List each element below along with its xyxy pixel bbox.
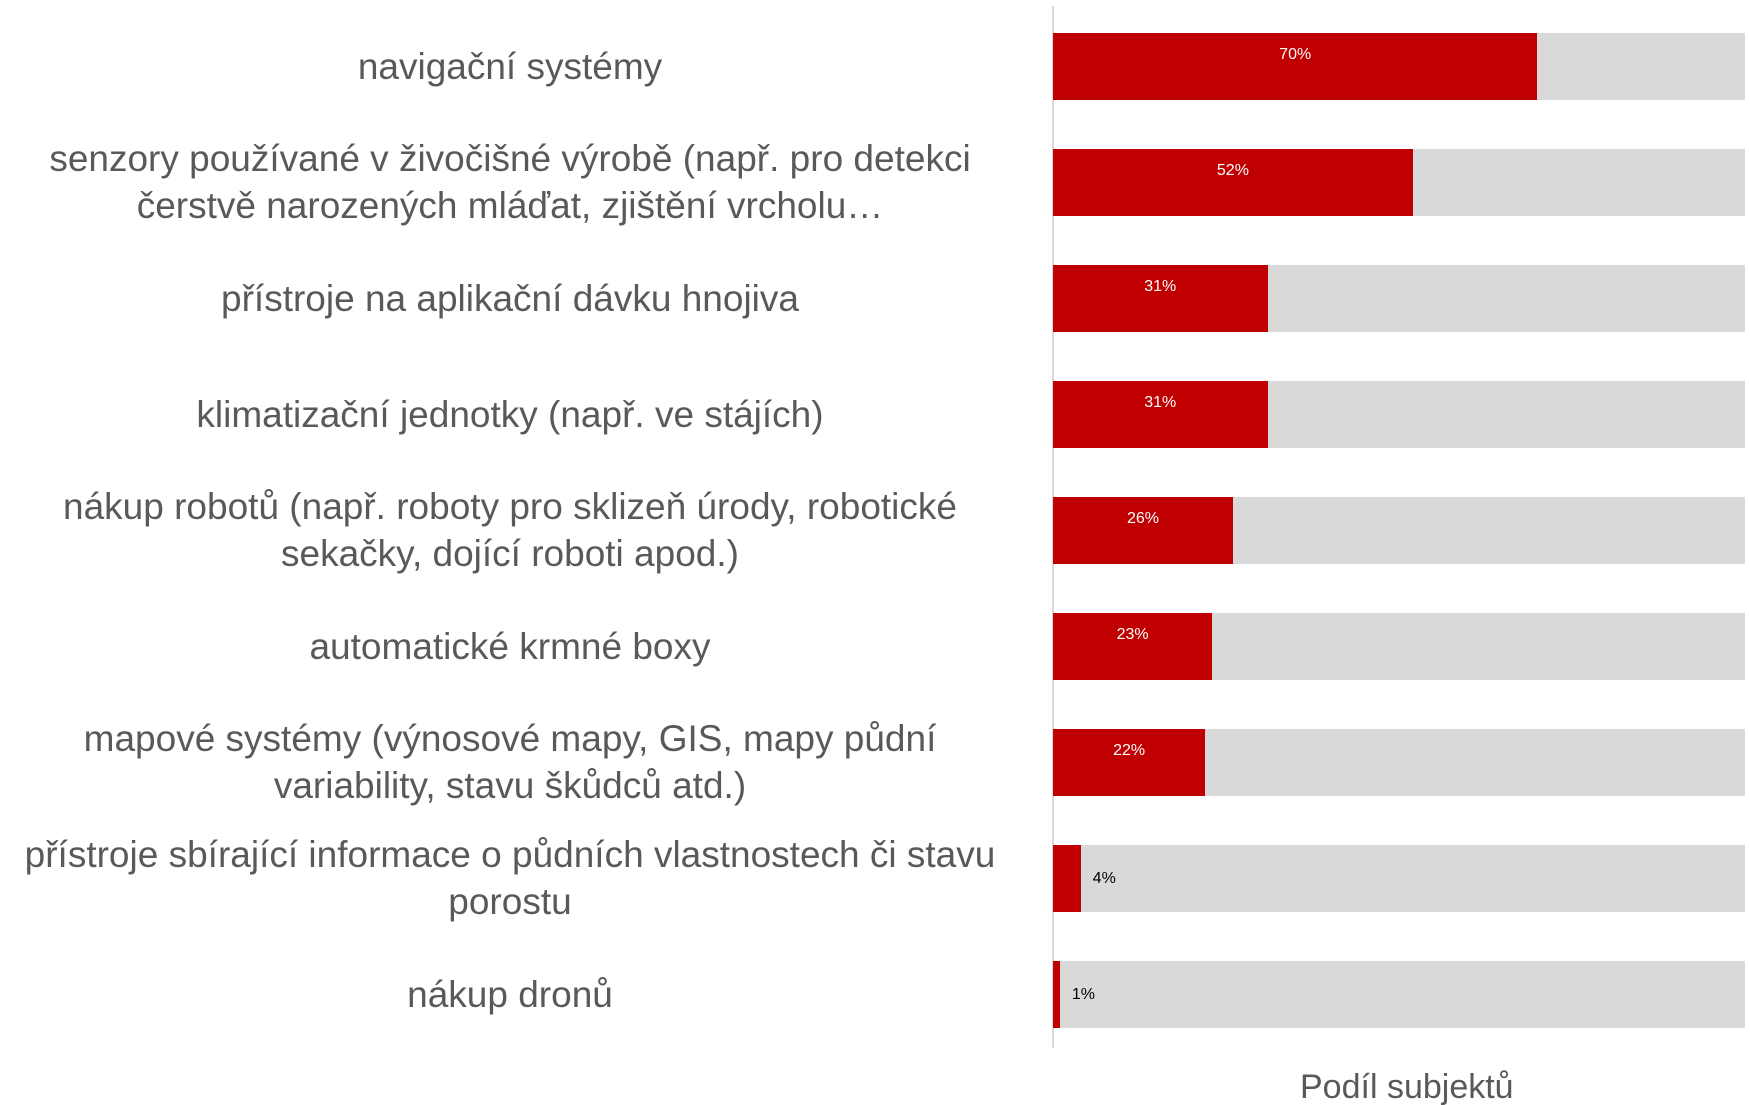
category-label: automatické krmné boxy [309,625,711,667]
bar [1053,264,1268,332]
bar [1053,728,1206,796]
bar [1053,496,1233,564]
value-label: 31% [1144,394,1177,411]
value-label: 23% [1116,626,1149,643]
bar [1053,960,1060,1028]
category-label: přístroje na aplikační dávku hnojiva [221,277,799,319]
category-label: mapové systémy (výnosové mapy, GIS, mapy… [83,718,937,806]
value-label: 4% [1092,870,1116,887]
bar [1053,612,1213,680]
category-label: senzory používané v živočišné výrobě (na… [49,138,971,226]
category-label: nákup robotů (např. roboty pro sklizeň ú… [63,486,957,574]
bar-track [1053,844,1745,912]
value-label: 52% [1216,162,1249,179]
category-label: nákup dronů [407,973,613,1015]
category-label: klimatizační jednotky (např. ve stájích) [196,393,824,435]
x-axis-label: Podíl subjektů [1300,1068,1514,1105]
value-label: 22% [1113,742,1146,759]
value-label: 1% [1071,986,1096,1003]
value-label: 70% [1279,46,1312,63]
bar [1053,148,1413,216]
value-label: 31% [1144,278,1177,295]
bar [1053,380,1268,448]
bar-track [1053,960,1745,1028]
bar [1053,32,1538,100]
category-label: navigační systémy [357,45,663,87]
bar [1053,844,1081,912]
value-label: 26% [1126,510,1159,527]
category-label: přístroje sbírající informace o půdních … [24,834,996,922]
